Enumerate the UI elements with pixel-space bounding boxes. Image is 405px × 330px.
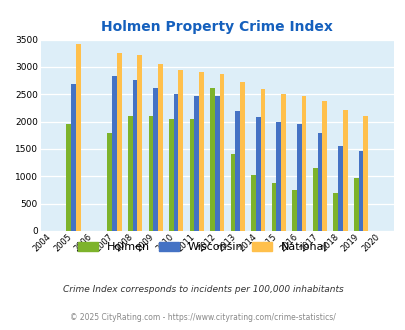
Bar (148, 116, 153, 231)
Bar (230, 154, 235, 231)
Bar (292, 190, 296, 231)
Bar (76, 44, 80, 231)
Title: Holmen Property Crime Index: Holmen Property Crime Index (101, 20, 333, 34)
Bar (137, 55, 142, 231)
Bar (71, 84, 76, 231)
Bar (337, 146, 342, 231)
Bar (333, 193, 337, 231)
Bar (239, 82, 244, 231)
Bar (107, 133, 112, 231)
Bar (271, 183, 276, 231)
Bar (219, 74, 224, 231)
Bar (158, 64, 162, 231)
Bar (117, 53, 121, 231)
Bar (358, 150, 362, 231)
Bar (322, 101, 326, 231)
Bar (194, 96, 198, 231)
Bar (281, 94, 285, 231)
Bar (317, 133, 322, 231)
Bar (189, 119, 194, 231)
Bar (301, 96, 306, 231)
Bar (342, 110, 347, 231)
Bar (260, 89, 265, 231)
Bar (214, 96, 219, 231)
Bar (168, 119, 173, 231)
Bar (362, 115, 367, 231)
Bar (178, 70, 183, 231)
Bar (66, 124, 71, 231)
Legend: Holmen, Wisconsin, National: Holmen, Wisconsin, National (75, 238, 330, 255)
Bar (153, 88, 158, 231)
Bar (255, 117, 260, 231)
Text: Crime Index corresponds to incidents per 100,000 inhabitants: Crime Index corresponds to incidents per… (62, 285, 343, 294)
Bar (173, 94, 178, 231)
Bar (132, 80, 137, 231)
Bar (312, 168, 317, 231)
Bar (210, 88, 214, 231)
Bar (251, 175, 255, 231)
Bar (276, 122, 281, 231)
Bar (128, 116, 132, 231)
Bar (198, 72, 203, 231)
Bar (235, 111, 239, 231)
Bar (112, 76, 117, 231)
Bar (353, 178, 358, 231)
Text: © 2025 CityRating.com - https://www.cityrating.com/crime-statistics/: © 2025 CityRating.com - https://www.city… (70, 313, 335, 322)
Bar (296, 124, 301, 231)
